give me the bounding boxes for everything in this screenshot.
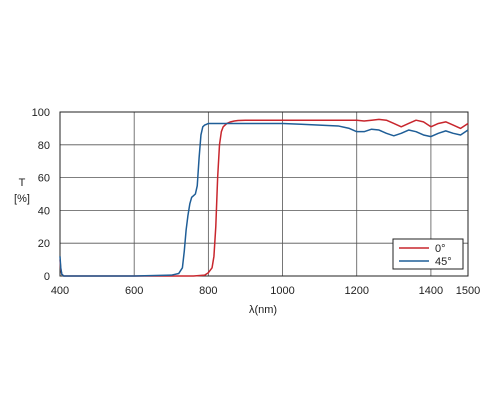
series-layer xyxy=(59,118,469,277)
series-line-45deg xyxy=(59,122,469,277)
legend: 0° 45° xyxy=(392,238,464,270)
legend-label-45deg: 45° xyxy=(435,256,452,268)
x-tick-label: 1000 xyxy=(270,285,294,297)
y-tick-labels: 0 20 40 60 80 100 xyxy=(32,107,50,283)
x-axis-label: λ(nm) xyxy=(249,304,277,316)
x-tick-label: 600 xyxy=(125,285,143,297)
y-axis-symbol: T xyxy=(19,177,26,189)
x-tick-label: 1200 xyxy=(344,285,368,297)
grid-lines xyxy=(60,112,468,276)
legend-box xyxy=(392,238,464,270)
x-tick-label: 400 xyxy=(51,285,69,297)
y-axis-unit: [%] xyxy=(14,193,30,205)
plot-area-frame xyxy=(59,111,469,277)
series-line-0deg xyxy=(59,118,469,277)
legend-label-0deg: 0° xyxy=(435,243,446,255)
y-tick-label: 80 xyxy=(38,140,50,152)
x-tick-label: 1400 xyxy=(419,285,443,297)
x-tick-labels: 400 600 800 1000 1200 1400 1500 xyxy=(51,285,480,297)
x-tick-label: 800 xyxy=(199,285,217,297)
y-tick-label: 20 xyxy=(38,238,50,250)
y-tick-label: 60 xyxy=(38,173,50,185)
y-tick-label: 0 xyxy=(44,271,50,283)
x-tick-label: 1500 xyxy=(456,285,480,297)
y-tick-label: 40 xyxy=(38,205,50,217)
y-tick-label: 100 xyxy=(32,107,50,119)
